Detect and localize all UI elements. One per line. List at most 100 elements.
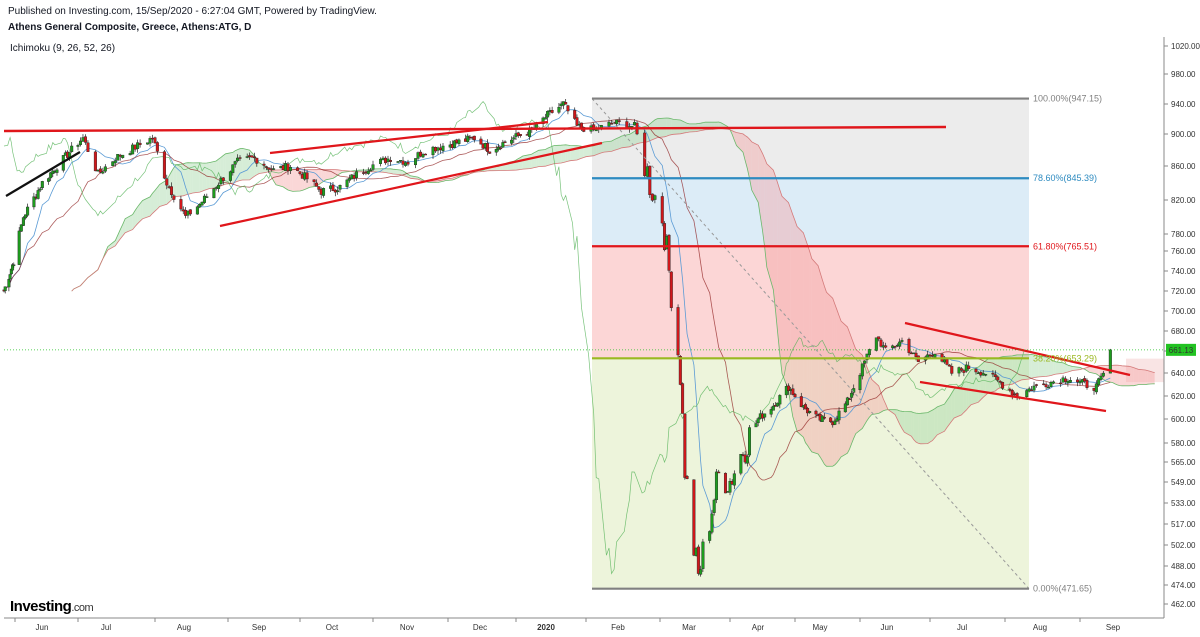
y-tick-label: 980.00	[1171, 70, 1196, 79]
cloud-segment	[855, 349, 863, 434]
candle	[771, 403, 775, 411]
candle	[546, 110, 550, 122]
x-tick-label: Jun	[881, 623, 894, 632]
cloud-segment	[150, 193, 153, 217]
candle	[708, 530, 712, 544]
cloud-segment	[927, 411, 930, 444]
cloud-segment	[1048, 358, 1051, 376]
cloud-segment	[601, 142, 604, 153]
cloud-segment	[173, 164, 177, 199]
candle	[111, 161, 115, 167]
candle	[38, 187, 42, 193]
cloud-segment	[777, 183, 780, 355]
candle	[748, 424, 752, 458]
cloud-segment	[276, 169, 284, 187]
candle	[610, 119, 614, 125]
cloud-segment	[911, 411, 914, 440]
candle	[822, 413, 826, 420]
candle	[86, 140, 90, 153]
cloud-segment	[764, 158, 767, 268]
cloud-segment	[400, 169, 403, 176]
candle	[36, 187, 40, 200]
candle	[55, 167, 59, 176]
candle	[564, 98, 568, 105]
cloud-segment	[159, 180, 167, 207]
cloud-segment	[579, 145, 582, 160]
candle	[305, 170, 309, 183]
cloud-segment	[818, 265, 821, 458]
candle	[386, 155, 390, 166]
cloud-segment	[1145, 370, 1148, 385]
cloud-segment	[932, 408, 935, 441]
cloud-segment	[841, 321, 848, 457]
cloud-segment	[1050, 359, 1054, 376]
x-tick-label: Dec	[473, 623, 487, 632]
y-tick-label: 700.00	[1171, 307, 1196, 316]
x-tick-label: Sep	[1106, 623, 1121, 632]
x-tick-label: Feb	[611, 623, 625, 632]
candle	[643, 129, 647, 179]
cloud-segment	[869, 373, 872, 418]
candle	[1032, 381, 1036, 393]
candle	[843, 401, 847, 413]
cloud-segment	[944, 400, 947, 432]
candle	[962, 368, 966, 377]
candle	[863, 360, 867, 368]
x-tick-label: Nov	[400, 623, 414, 632]
candle	[172, 194, 176, 203]
candle	[732, 470, 736, 490]
last-price-badge	[1166, 343, 1196, 356]
y-tick-label: 780.00	[1171, 230, 1196, 239]
last-price-label: 661.13	[1169, 346, 1194, 355]
candle	[501, 139, 505, 148]
cloud-segment	[1012, 355, 1015, 385]
candle	[701, 538, 705, 572]
candle	[312, 179, 316, 186]
cloud-segment	[309, 169, 317, 188]
candle	[512, 135, 516, 144]
candle	[791, 384, 795, 396]
cloud-segment	[782, 196, 789, 391]
cloud-segment	[1000, 356, 1003, 388]
cloud-segment	[545, 148, 548, 167]
candle	[1099, 373, 1103, 381]
cloud-segment	[132, 210, 136, 230]
cloud-segment	[373, 168, 376, 172]
cloud-segment	[598, 143, 602, 154]
cloud-segment	[751, 141, 759, 203]
cloud-segment	[518, 157, 521, 170]
cloud-segment	[1131, 366, 1134, 386]
candle	[195, 205, 199, 215]
candle	[414, 158, 418, 169]
cloud-segment	[520, 156, 523, 170]
cloud-segment	[1117, 365, 1120, 386]
candle	[984, 373, 988, 377]
cloud-segment	[242, 148, 250, 180]
candle	[898, 338, 902, 350]
candle	[803, 402, 807, 410]
y-tick-label: 640.00	[1171, 369, 1196, 378]
y-tick-label: 760.00	[1171, 247, 1196, 256]
investing-logo: Investing.com	[10, 598, 94, 615]
x-tick-label: Aug	[177, 623, 191, 632]
cloud-segment	[534, 151, 537, 168]
cloud-segment	[290, 169, 293, 192]
cloud-segment	[1089, 366, 1097, 374]
candle	[845, 396, 849, 406]
candles	[2, 98, 1112, 577]
candle	[238, 155, 242, 161]
x-tick-label: Sep	[252, 623, 267, 632]
cloud-segment	[883, 398, 886, 411]
cloud-segment	[235, 149, 238, 183]
candle	[3, 286, 7, 294]
cloud-segment	[565, 144, 568, 162]
candle	[252, 152, 256, 162]
candle	[667, 234, 671, 273]
candle	[745, 454, 749, 467]
x-tick-label: Mar	[682, 623, 696, 632]
cloud-segment	[375, 168, 383, 173]
cloud-segment	[152, 190, 155, 214]
candle	[1001, 381, 1005, 390]
y-tick-label: 820.00	[1171, 196, 1196, 205]
